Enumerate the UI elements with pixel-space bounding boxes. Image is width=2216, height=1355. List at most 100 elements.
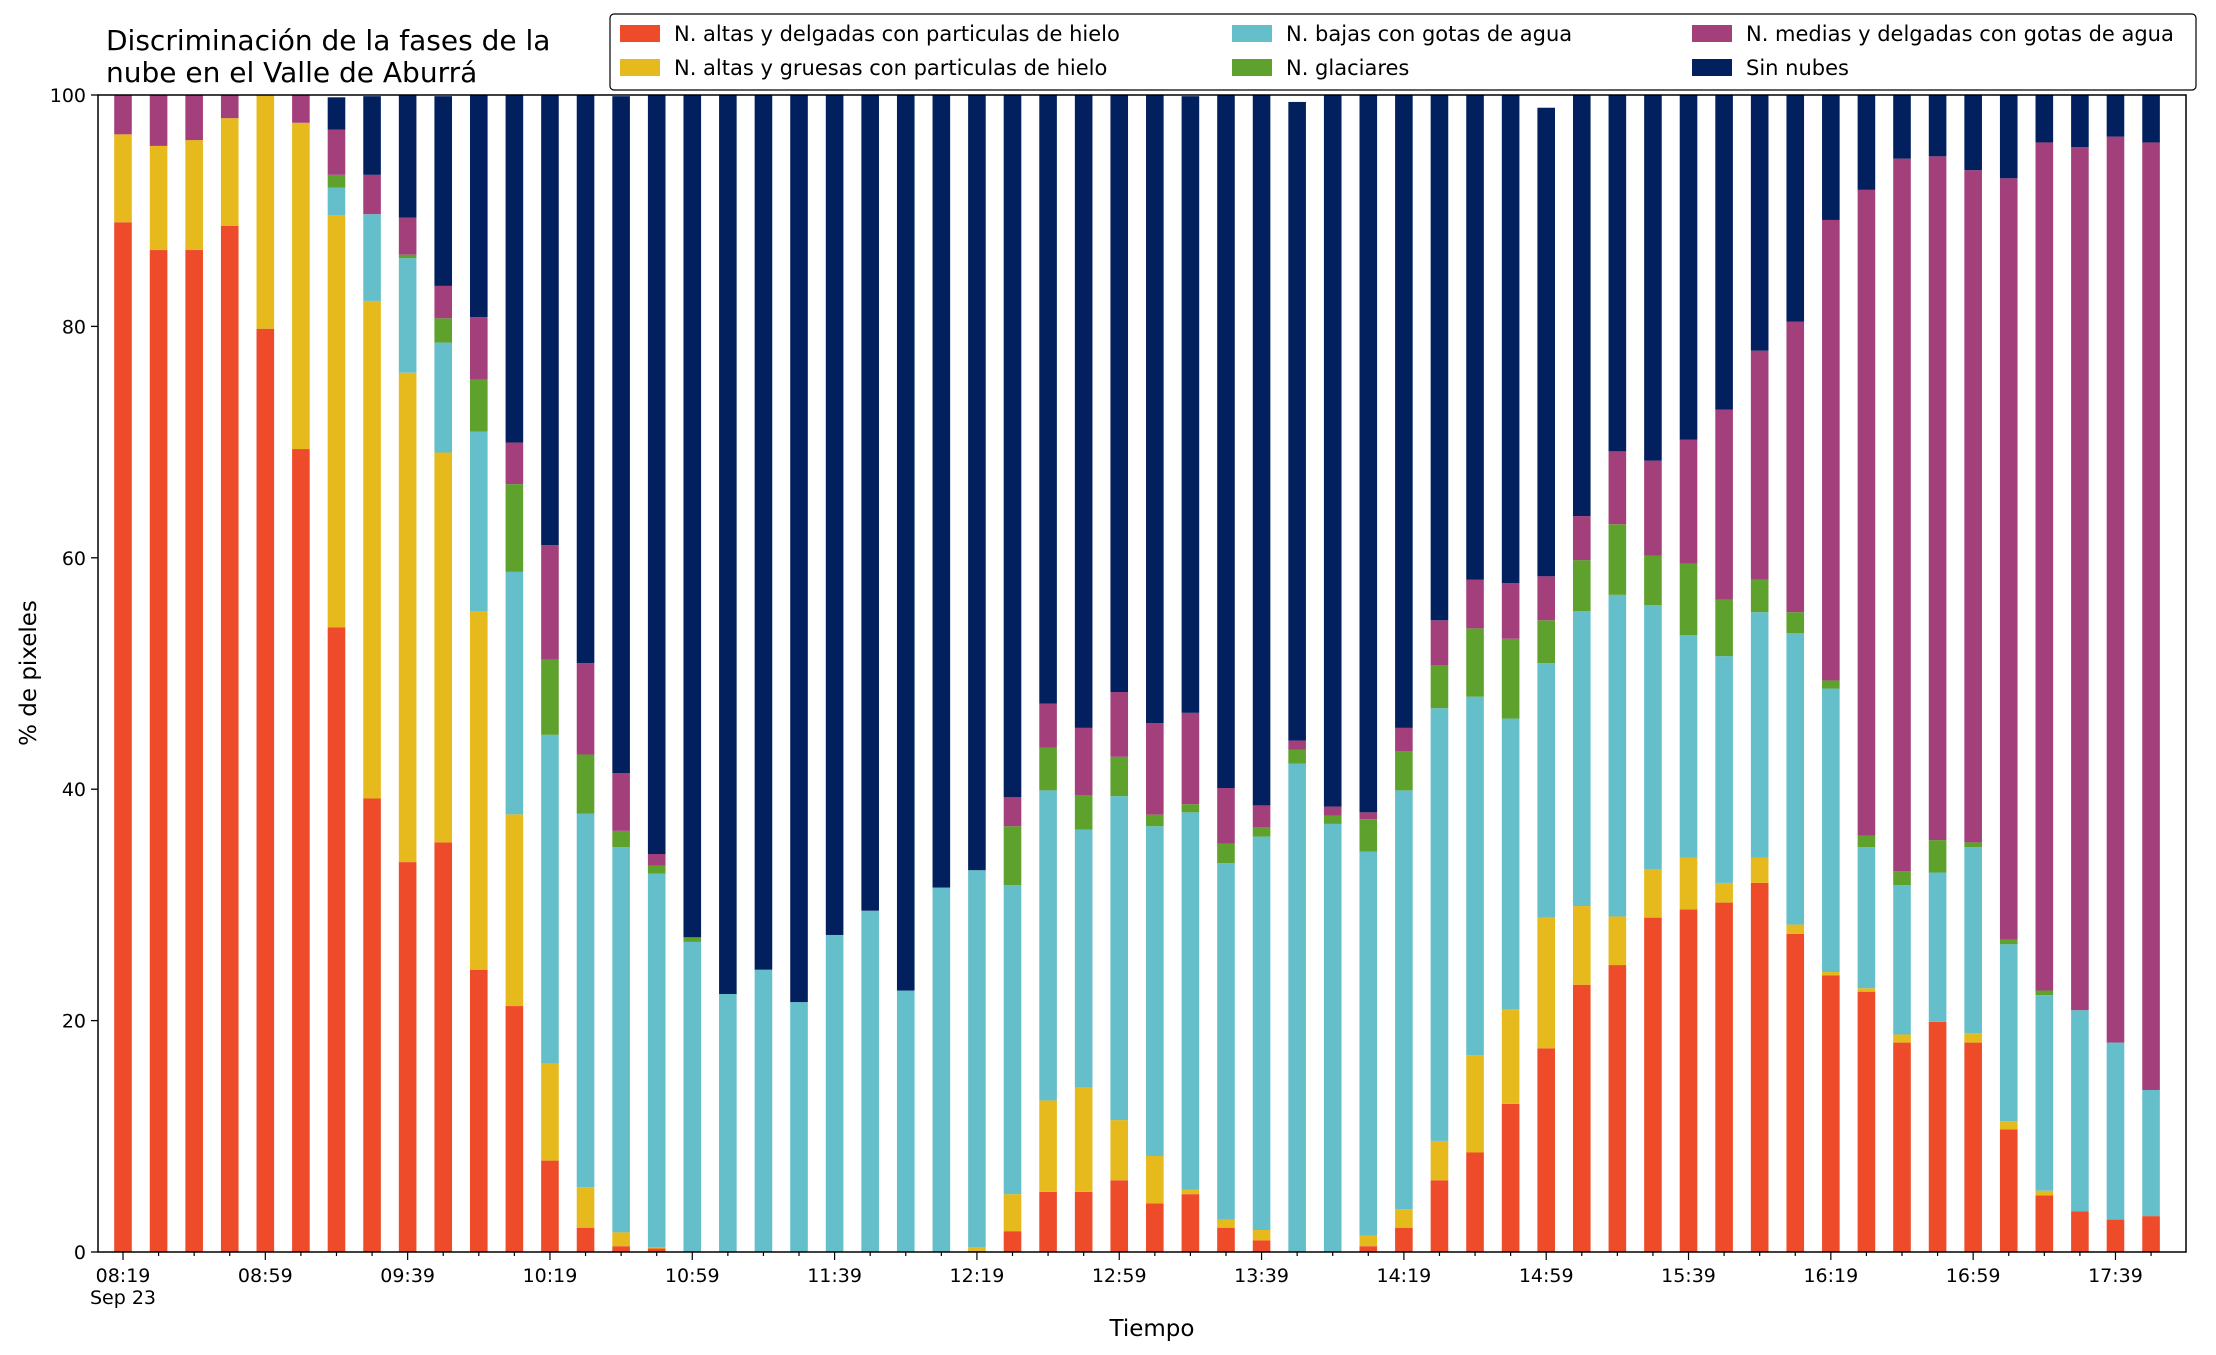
bar-segment-14:09-s4 bbox=[1359, 812, 1378, 820]
bar-segment-10:49-s2 bbox=[647, 873, 666, 1248]
bar-segment-09:19-s0 bbox=[327, 627, 346, 1252]
bar-segment-10:49-s5 bbox=[647, 95, 666, 854]
bar-segment-14:19-s3 bbox=[1395, 751, 1413, 791]
bar-segment-08:19-s1 bbox=[114, 134, 132, 223]
bar-segment-12:49-s4 bbox=[1074, 727, 1093, 795]
bar-segment-14:39-s0 bbox=[1466, 1152, 1484, 1252]
bar-segment-08:19-s0 bbox=[114, 222, 132, 1252]
bar-segment-14:49-s2 bbox=[1501, 718, 1520, 1010]
bar-segment-10:29-s4 bbox=[576, 663, 595, 755]
bar-segment-16:39-s5 bbox=[1893, 95, 1911, 159]
bar-segment-16:39-s1 bbox=[1893, 1034, 1911, 1043]
bar-segment-17:39-s2 bbox=[2106, 1042, 2125, 1220]
bar-segment-10:59-s5 bbox=[683, 95, 702, 938]
bar-segment-12:49-s1 bbox=[1074, 1087, 1093, 1192]
bar-segment-11:49-s5 bbox=[861, 95, 879, 911]
bar-segment-12:59-s3 bbox=[1110, 756, 1129, 797]
bar-segment-14:29-s3 bbox=[1430, 665, 1449, 709]
bar-segment-12:59-s0 bbox=[1110, 1180, 1129, 1252]
bar-segment-13:39-s1 bbox=[1252, 1230, 1271, 1241]
bar-segment-15:49-s5 bbox=[1715, 95, 1733, 410]
bar-segment-16:29-s4 bbox=[1857, 189, 1876, 836]
x-tick-label-11:39: 11:39 bbox=[807, 1265, 862, 1287]
bar-segment-10:09-s3 bbox=[505, 484, 524, 572]
bar-segment-16:49-s2 bbox=[1928, 872, 1947, 1022]
bar-segment-12:39-s2 bbox=[1039, 790, 1057, 1101]
bar-segment-15:39-s0 bbox=[1679, 909, 1698, 1252]
bar-segment-15:19-s0 bbox=[1608, 965, 1627, 1252]
bar-segment-10:29-s0 bbox=[576, 1227, 595, 1252]
bar-segment-11:49-s2 bbox=[861, 910, 879, 1252]
bar-segment-17:29-s2 bbox=[2071, 1010, 2089, 1212]
bar-segment-13:09-s5 bbox=[1146, 95, 1164, 724]
bar-segment-17:49-s0 bbox=[2142, 1216, 2160, 1252]
bar-segment-10:49-s4 bbox=[647, 853, 666, 866]
bar-segment-15:59-s2 bbox=[1750, 612, 1769, 858]
bar-segment-13:19-s4 bbox=[1181, 712, 1200, 805]
bar-segment-10:29-s2 bbox=[576, 813, 595, 1188]
bar-segment-16:09-s4 bbox=[1786, 321, 1805, 613]
bar-segment-15:29-s0 bbox=[1644, 917, 1662, 1252]
bar-segment-14:39-s3 bbox=[1466, 628, 1484, 697]
bar-segment-10:49-s1 bbox=[647, 1247, 666, 1249]
bar-segment-11:09-s5 bbox=[719, 95, 737, 994]
bar-segment-17:09-s0 bbox=[1999, 1129, 2018, 1252]
bar-segment-13:49-s4 bbox=[1288, 740, 1306, 750]
bar-segment-15:29-s4 bbox=[1644, 460, 1662, 556]
bar-segment-14:29-s4 bbox=[1430, 620, 1449, 666]
bar-segment-17:49-s4 bbox=[2142, 142, 2160, 1091]
bar-segment-15:49-s0 bbox=[1715, 902, 1733, 1252]
bar-segment-12:49-s2 bbox=[1074, 829, 1093, 1088]
bar-segment-12:49-s0 bbox=[1074, 1191, 1093, 1252]
x-tick-label-15:39: 15:39 bbox=[1661, 1265, 1716, 1287]
bar-segment-16:19-s1 bbox=[1822, 972, 1840, 976]
bar-segment-10:29-s5 bbox=[576, 95, 595, 664]
bar-segment-13:39-s0 bbox=[1252, 1240, 1271, 1252]
bar-segment-15:09-s5 bbox=[1572, 95, 1591, 517]
bar-segment-15:49-s4 bbox=[1715, 409, 1733, 600]
bar-segment-13:09-s4 bbox=[1146, 723, 1164, 815]
bar-segment-14:19-s4 bbox=[1395, 727, 1413, 752]
x-tick-label-09:39: 09:39 bbox=[380, 1265, 435, 1287]
bar-segment-16:39-s0 bbox=[1893, 1042, 1911, 1252]
legend-swatch-5 bbox=[1692, 59, 1732, 76]
x-tick-label-17:39: 17:39 bbox=[2088, 1265, 2143, 1287]
bar-segment-09:29-s2 bbox=[363, 214, 381, 301]
bar-segment-15:49-s3 bbox=[1715, 599, 1733, 657]
bar-segment-10:19-s1 bbox=[541, 1063, 559, 1161]
bar-segment-15:19-s3 bbox=[1608, 524, 1627, 595]
bar-segment-09:49-s3 bbox=[434, 318, 453, 343]
bar-segment-10:19-s2 bbox=[541, 734, 559, 1064]
bar-segment-14:09-s2 bbox=[1359, 851, 1378, 1236]
bar-segment-13:59-s4 bbox=[1323, 806, 1342, 816]
bar-segment-11:39-s5 bbox=[825, 95, 844, 935]
bar-segment-14:59-s3 bbox=[1537, 620, 1555, 664]
bar-segment-14:09-s5 bbox=[1359, 95, 1378, 813]
bar-segment-08:49-s1 bbox=[220, 118, 239, 226]
bar-segment-08:59-s1 bbox=[256, 95, 275, 329]
bar-segment-15:29-s5 bbox=[1644, 95, 1662, 461]
bar-segment-14:39-s4 bbox=[1466, 579, 1484, 629]
bar-segment-09:29-s5 bbox=[363, 96, 381, 175]
legend-label-1: N. altas y gruesas con particulas de hie… bbox=[674, 56, 1107, 80]
x-tick-label-16:59: 16:59 bbox=[1946, 1265, 2001, 1287]
bar-segment-13:59-s5 bbox=[1323, 95, 1342, 807]
bar-segment-10:09-s5 bbox=[505, 95, 524, 443]
bar-segment-16:39-s4 bbox=[1893, 158, 1911, 872]
bar-segment-10:39-s1 bbox=[612, 1232, 630, 1247]
bar-segment-12:29-s0 bbox=[1003, 1231, 1022, 1252]
bar-segment-16:59-s1 bbox=[1964, 1033, 1982, 1043]
bar-segment-09:19-s2 bbox=[327, 187, 346, 216]
bar-segment-15:29-s1 bbox=[1644, 869, 1662, 918]
bar-segment-14:29-s0 bbox=[1430, 1180, 1449, 1252]
bar-segment-12:29-s3 bbox=[1003, 826, 1022, 886]
bar-segment-10:49-s3 bbox=[647, 865, 666, 874]
chart-title-line-2: nube en el Valle de Aburrá bbox=[106, 56, 477, 89]
bar-segment-16:49-s3 bbox=[1928, 840, 1947, 873]
bar-segment-12:19-s2 bbox=[968, 870, 986, 1248]
bar-segment-16:29-s3 bbox=[1857, 835, 1876, 848]
bar-segment-16:19-s2 bbox=[1822, 688, 1840, 973]
bar-segment-10:39-s2 bbox=[612, 847, 630, 1233]
bar-segment-08:39-s1 bbox=[185, 140, 203, 251]
bar-segment-17:49-s5 bbox=[2142, 95, 2160, 143]
